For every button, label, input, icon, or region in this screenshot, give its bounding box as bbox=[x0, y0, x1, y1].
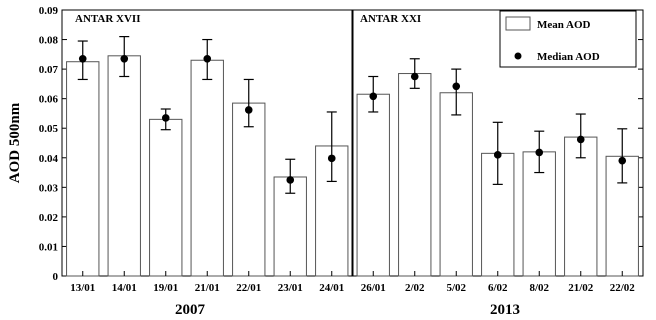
year-label-2013: 2013 bbox=[490, 302, 520, 318]
median-marker bbox=[452, 82, 461, 91]
median-marker bbox=[161, 114, 170, 122]
section-label-antar-xvii: ANTAR XVII bbox=[75, 13, 141, 25]
x-tick-label: 19/01 bbox=[153, 282, 178, 294]
x-tick-label: 24/01 bbox=[319, 282, 344, 294]
x-tick-label: 26/01 bbox=[361, 282, 386, 294]
legend-mean-swatch bbox=[505, 16, 531, 31]
median-marker bbox=[618, 156, 627, 165]
x-tick-label: 2/02 bbox=[405, 282, 425, 294]
bar-mean-aod bbox=[356, 93, 390, 277]
y-axis-label: AOD 500nm bbox=[7, 102, 23, 183]
x-tick-label: 14/01 bbox=[112, 282, 137, 294]
median-marker bbox=[493, 151, 502, 159]
year-label-2007: 2007 bbox=[175, 302, 206, 318]
section-label-antar-xxi: ANTAR XXI bbox=[360, 13, 421, 25]
median-marker bbox=[203, 54, 212, 63]
y-tick-label: 0.01 bbox=[39, 241, 58, 253]
x-tick-label: 13/01 bbox=[70, 282, 95, 294]
x-tick-label: 22/02 bbox=[610, 282, 636, 294]
y-tick-label: 0.05 bbox=[39, 123, 59, 135]
median-marker bbox=[369, 92, 378, 101]
legend-median-marker bbox=[514, 52, 522, 60]
x-tick-label: 5/02 bbox=[446, 282, 466, 294]
y-tick-label: 0.04 bbox=[39, 153, 59, 165]
y-tick-label: 0.09 bbox=[39, 5, 59, 17]
x-tick-label: 23/01 bbox=[278, 282, 303, 294]
median-marker bbox=[535, 148, 544, 157]
bar-mean-aod bbox=[149, 118, 183, 277]
y-tick-label: 0.07 bbox=[39, 64, 59, 76]
bar-mean-aod bbox=[107, 55, 141, 277]
x-tick-label: 22/01 bbox=[236, 282, 261, 294]
y-tick-label: 0.08 bbox=[39, 35, 59, 47]
y-tick-label: 0.03 bbox=[39, 182, 59, 194]
bar-mean-aod bbox=[439, 92, 473, 277]
median-marker bbox=[244, 106, 253, 114]
y-tick-label: 0.02 bbox=[39, 212, 59, 224]
median-marker bbox=[576, 135, 585, 144]
bar-mean-aod bbox=[232, 102, 266, 277]
bar-mean-aod bbox=[66, 61, 100, 277]
legend: Mean AOD Median AOD bbox=[499, 10, 637, 68]
x-tick-label: 8/02 bbox=[529, 282, 549, 294]
median-marker bbox=[286, 176, 295, 184]
median-marker bbox=[327, 154, 336, 163]
bar-mean-aod bbox=[190, 59, 224, 277]
y-tick-label: 0.06 bbox=[39, 94, 59, 106]
median-marker bbox=[410, 72, 419, 81]
median-marker bbox=[78, 54, 87, 63]
legend-mean-label: Mean AOD bbox=[537, 19, 591, 31]
x-tick-label: 21/02 bbox=[568, 282, 594, 294]
bar-mean-aod bbox=[398, 73, 432, 277]
y-tick-label: 0 bbox=[53, 271, 59, 283]
median-marker bbox=[120, 54, 129, 63]
x-tick-label: 21/01 bbox=[195, 282, 220, 294]
legend-median-label: Median AOD bbox=[537, 51, 600, 63]
plot-area: 0 0.01 0.02 0.03 0.04 0.05 0.06 0.07 0.08 0.09 13/… bbox=[39, 5, 644, 294]
bar-mean-aod bbox=[564, 136, 598, 277]
x-tick-label: 6/02 bbox=[488, 282, 508, 294]
